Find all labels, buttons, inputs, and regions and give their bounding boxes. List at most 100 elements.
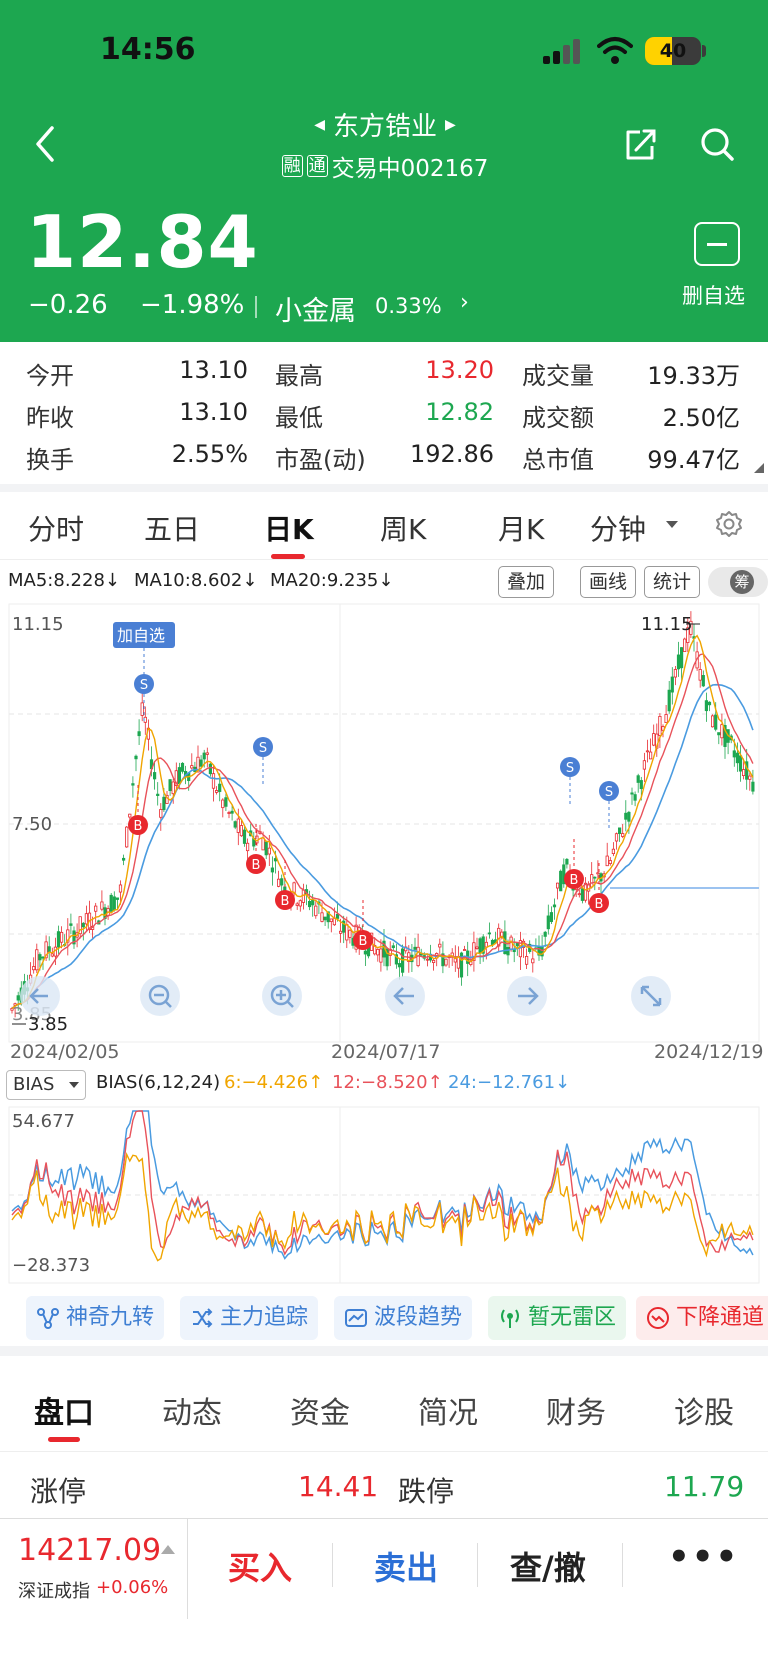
signal-label: B	[570, 873, 579, 888]
candle-body	[624, 812, 628, 820]
candle-body	[577, 893, 581, 896]
candle-body	[224, 797, 228, 807]
candle-body	[583, 882, 588, 901]
remove-favorite-label[interactable]: 删自选	[682, 284, 745, 308]
bias-params: BIAS(6,12,24)	[96, 1072, 221, 1093]
buy-signal-marker[interactable]	[353, 930, 373, 950]
tab-order-book[interactable]: 盘口	[34, 1396, 94, 1431]
prev-stock-icon[interactable]: ◀	[314, 116, 325, 133]
candle-body	[707, 701, 712, 706]
overlay-button[interactable]: 叠加	[498, 566, 555, 598]
candle-body	[329, 918, 333, 922]
volume-value: 19.33万	[647, 362, 740, 390]
chip-main-force[interactable]: 主力追踪	[180, 1296, 319, 1340]
chip-magic-nine[interactable]: 神奇九转	[26, 1296, 165, 1340]
tab-minute[interactable]: 分钟	[590, 513, 647, 546]
candle-body	[652, 733, 656, 746]
bias24-value: 24:−12.761↓	[448, 1072, 571, 1093]
buy-signal-marker[interactable]	[275, 890, 295, 910]
stats-button[interactable]: 统计	[644, 566, 701, 598]
candle-body	[438, 943, 442, 948]
candle-body	[168, 779, 172, 792]
fullscreen-icon[interactable]	[631, 976, 671, 1016]
zoom-out-icon[interactable]	[140, 976, 180, 1016]
share-icon[interactable]	[620, 124, 660, 164]
draw-line-button[interactable]: 画线	[580, 566, 637, 598]
high-label: 最高	[275, 362, 323, 390]
candle-body	[376, 949, 380, 956]
tab-monthly-k[interactable]: 月K	[498, 513, 545, 546]
remove-favorite-button[interactable]	[694, 222, 740, 266]
connect-tag: 通	[306, 155, 328, 177]
header: 14:56 40 ◀ 东方锆业 ▶ 融 通 交易中002167	[0, 0, 768, 342]
buy-signal-marker[interactable]	[128, 815, 148, 835]
chevron-down-icon[interactable]	[666, 521, 678, 528]
wifi-icon	[597, 37, 633, 64]
indicator-selector[interactable]: BIAS	[6, 1070, 86, 1100]
tab-finance[interactable]: 财务	[546, 1396, 606, 1431]
back-icon[interactable]	[26, 122, 66, 166]
candle-body	[208, 763, 212, 775]
tab-news[interactable]: 动态	[162, 1396, 222, 1431]
stock-title[interactable]: ◀ 东方锆业 ▶ 融 通 交易中002167	[250, 106, 520, 183]
sell-signal-marker[interactable]	[599, 781, 619, 801]
search-icon[interactable]	[697, 124, 737, 164]
zoom-in-icon[interactable]	[262, 976, 302, 1016]
candle-body	[531, 958, 535, 964]
bias6-line	[11, 1151, 754, 1262]
candlestick-chart[interactable]: 11.15 7.50 3.85 11.15 3.85 加自选 SSSSBBBBB…	[0, 600, 768, 1060]
tab-diagnosis[interactable]: 诊股	[674, 1396, 734, 1431]
chevron-right-icon[interactable]: ›	[460, 290, 469, 315]
candle-body	[60, 931, 64, 943]
tab-weekly-k[interactable]: 周K	[380, 513, 427, 546]
bias-chart[interactable]: 54.677 −28.373	[0, 1105, 768, 1285]
tab-five-day[interactable]: 五日	[144, 513, 201, 546]
x-label-mid: 2024/07/17	[331, 1041, 441, 1063]
buy-signal-marker[interactable]	[246, 854, 266, 874]
chip-wave-trend[interactable]: 波段趋势	[334, 1296, 473, 1340]
sell-button[interactable]: 卖出	[374, 1549, 439, 1587]
gear-icon[interactable]	[714, 509, 744, 539]
open-label: 今开	[26, 362, 74, 390]
bias12-value: 12:−8.520↑	[332, 1072, 443, 1093]
tab-daily-k[interactable]: 日K	[264, 513, 314, 546]
sell-signal-marker[interactable]	[253, 737, 273, 757]
sector-change[interactable]: 0.33%	[375, 294, 442, 318]
feature-chips: 神奇九转 主力追踪 波段趋势 暂无雷区 下降通道	[0, 1296, 768, 1344]
candle-body	[335, 913, 340, 919]
tab-profile[interactable]: 简况	[418, 1396, 478, 1431]
candle-body	[475, 946, 479, 949]
candle-body	[66, 929, 70, 943]
candle-body	[84, 913, 88, 925]
buy-signal-marker[interactable]	[589, 893, 609, 913]
candle-body	[630, 792, 634, 795]
buy-button[interactable]: 买入	[228, 1549, 293, 1587]
buy-signal-marker[interactable]	[564, 869, 584, 889]
expand-up-icon[interactable]	[161, 1545, 175, 1554]
scroll-left-icon[interactable]	[20, 976, 60, 1016]
pan-left-icon[interactable]	[385, 976, 425, 1016]
sector-name[interactable]: 小金属	[275, 296, 356, 327]
bias-bottom-label: −28.373	[12, 1255, 90, 1276]
candle-body	[506, 947, 510, 956]
more-button[interactable]: •••	[668, 1537, 740, 1577]
candle-body	[723, 725, 727, 747]
candle-body	[32, 966, 36, 971]
query-cancel-button[interactable]: 查/撤	[510, 1549, 586, 1587]
expand-corner-icon[interactable]	[754, 463, 764, 473]
tab-intraday[interactable]: 分时	[28, 513, 85, 546]
candle-body	[487, 932, 492, 935]
pe-value: 192.86	[410, 440, 494, 468]
chip-no-risk[interactable]: 暂无雷区	[488, 1296, 627, 1340]
sell-signal-marker[interactable]	[560, 757, 580, 777]
candle-body	[664, 714, 668, 723]
sell-signal-marker[interactable]	[134, 674, 154, 694]
chip-toggle[interactable]: 筹	[708, 567, 768, 597]
tab-capital[interactable]: 资金	[290, 1396, 350, 1431]
next-stock-icon[interactable]: ▶	[445, 116, 456, 133]
candle-body	[221, 799, 225, 809]
pan-right-icon[interactable]	[507, 976, 547, 1016]
chip-down-channel[interactable]: 下降通道	[636, 1296, 768, 1340]
add-favorite-badge[interactable]	[113, 622, 175, 648]
candle-body	[41, 956, 45, 959]
